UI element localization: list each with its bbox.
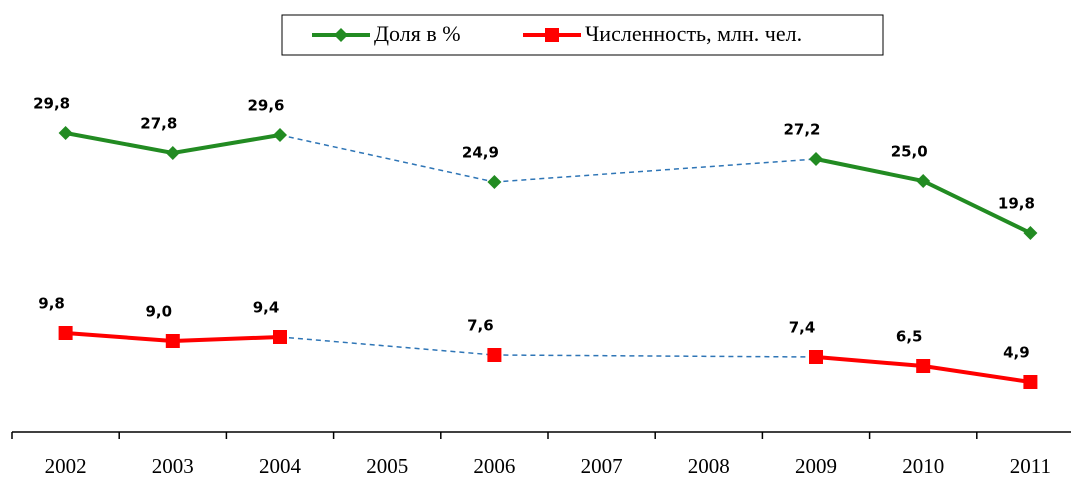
data-label: 25,0	[891, 143, 928, 161]
marker	[1023, 375, 1038, 389]
data-label: 27,8	[140, 115, 177, 133]
data-label: 9,4	[253, 299, 280, 317]
marker	[334, 28, 348, 42]
x-tick-label: 2009	[795, 454, 837, 478]
marker	[809, 152, 823, 166]
x-tick-label: 2002	[45, 454, 87, 478]
marker	[916, 359, 931, 373]
marker	[487, 175, 502, 189]
data-label: 9,0	[146, 303, 173, 321]
marker	[58, 326, 73, 340]
series-line	[65, 131, 1032, 235]
data-label: 7,6	[467, 317, 494, 335]
marker	[273, 128, 287, 142]
x-tick-label: 2005	[366, 454, 408, 478]
data-label: 29,8	[33, 95, 70, 113]
x-tick-label: 2006	[473, 454, 515, 478]
gap-connector	[494, 158, 817, 183]
marker	[273, 330, 287, 344]
data-label: 4,9	[1003, 344, 1030, 362]
data-label: 9,8	[38, 295, 65, 313]
marker	[165, 146, 180, 160]
marker	[1023, 226, 1038, 240]
marker	[545, 28, 559, 42]
x-tick-label: 2011	[1010, 454, 1051, 478]
data-label: 6,5	[896, 328, 923, 346]
legend-box	[281, 14, 884, 56]
gap-connector	[494, 354, 817, 358]
gap-connector	[279, 336, 495, 356]
marker	[487, 348, 502, 362]
data-label: 7,4	[789, 319, 816, 337]
data-label: 29,6	[247, 97, 284, 115]
series-line	[65, 331, 1031, 384]
data-label: 24,9	[462, 144, 499, 162]
gap-connector	[279, 134, 495, 183]
marker	[165, 334, 180, 348]
x-tick-label: 2003	[152, 454, 194, 478]
x-tick-label: 2008	[688, 454, 730, 478]
legend-label: Доля в %	[374, 21, 461, 46]
data-label: 19,8	[998, 195, 1035, 213]
x-tick-label: 2007	[581, 454, 623, 478]
data-label: 27,2	[783, 121, 820, 139]
marker	[916, 174, 931, 188]
x-tick-label: 2010	[902, 454, 944, 478]
legend-label: Численность, млн. чел.	[585, 21, 802, 46]
x-tick-label: 2004	[259, 454, 302, 478]
marker	[58, 126, 73, 140]
marker	[809, 350, 823, 364]
